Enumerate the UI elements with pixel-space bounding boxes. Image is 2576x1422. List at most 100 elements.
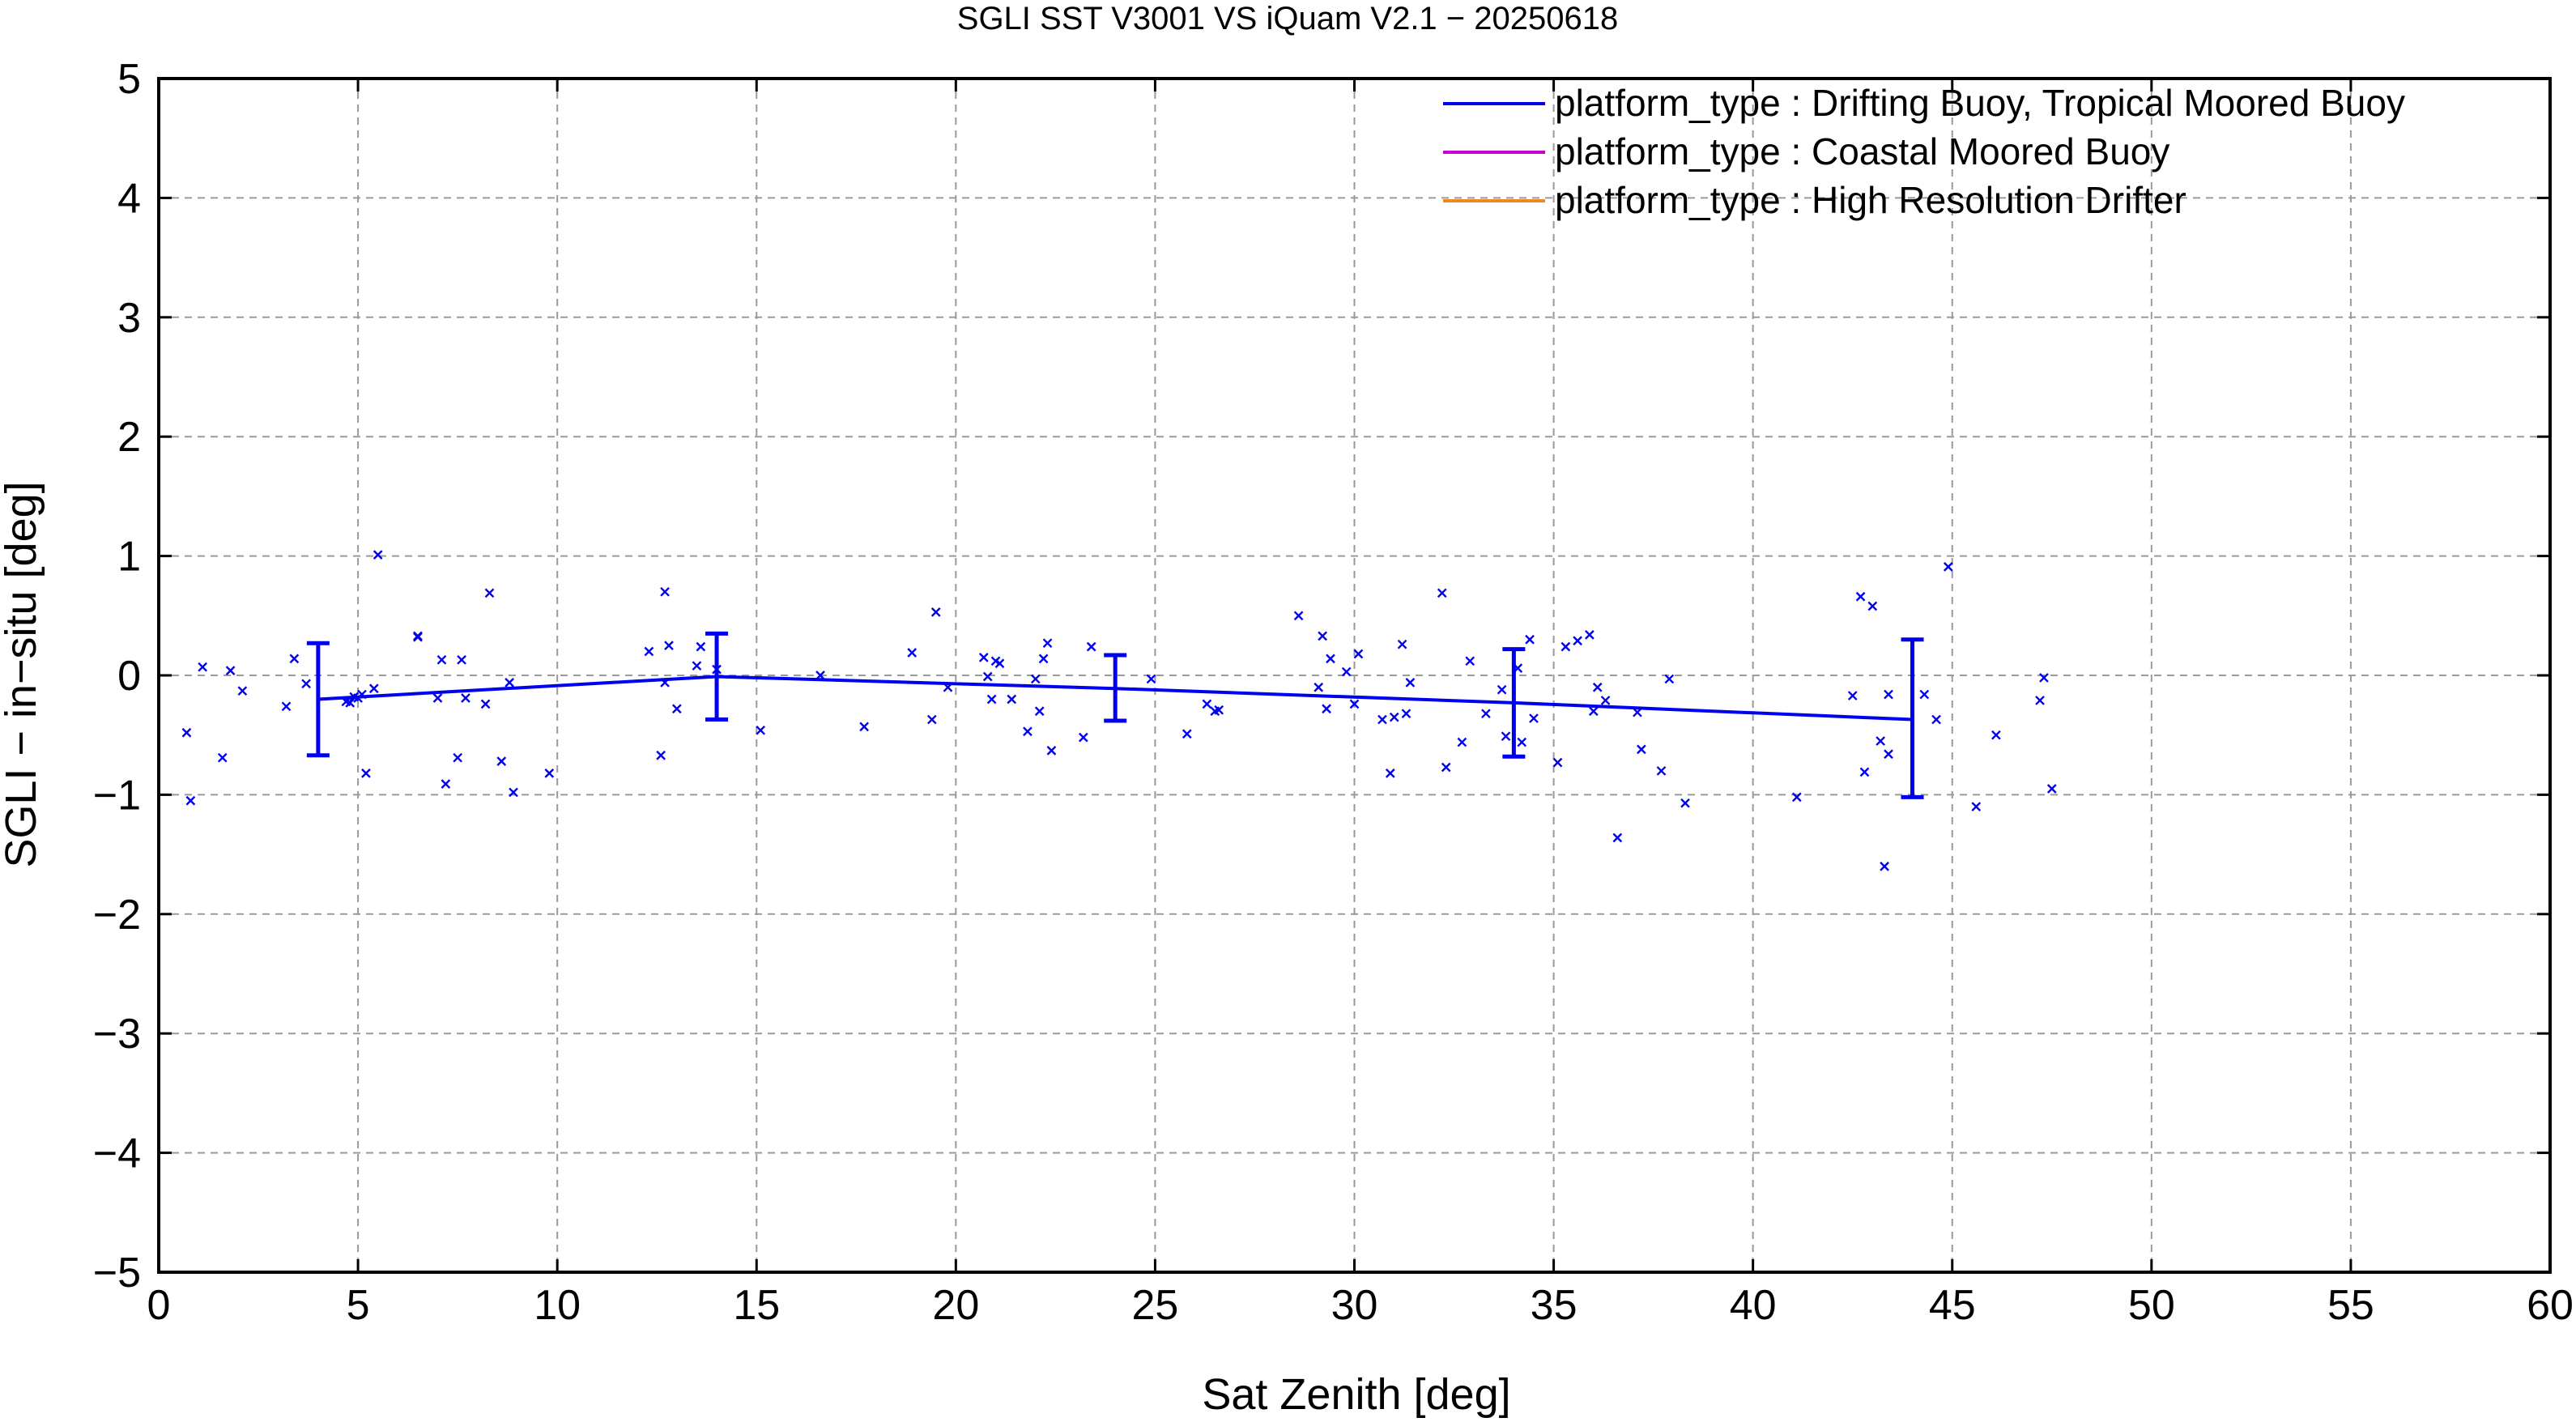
data-point — [361, 768, 371, 778]
data-point — [926, 714, 937, 725]
data-point — [1656, 766, 1667, 776]
legend: platform_type : Drifting Buoy, Tropical … — [1443, 82, 2405, 221]
data-point — [1034, 706, 1045, 717]
y-tick-label: −3 — [93, 1011, 141, 1058]
data-point — [1457, 737, 1467, 747]
grid — [159, 79, 2550, 1272]
data-point — [982, 671, 993, 682]
data-point — [1377, 714, 1387, 725]
x-tick-label: 10 — [534, 1282, 581, 1329]
data-point — [1931, 714, 1941, 725]
x-tick-label: 45 — [1929, 1282, 1976, 1329]
data-point — [1552, 757, 1563, 768]
data-point — [1585, 630, 1595, 640]
y-tick-label: 5 — [117, 56, 141, 103]
data-point — [345, 698, 356, 708]
data-point — [2039, 673, 2049, 683]
data-point — [692, 661, 702, 671]
data-point — [660, 586, 670, 597]
data-point — [281, 701, 292, 712]
y-tick-label: −1 — [93, 772, 141, 819]
x-tick-label: 55 — [2327, 1282, 2374, 1329]
data-point — [1880, 861, 1889, 871]
data-point — [644, 646, 654, 657]
y-axis-label: SGLI − in−situ [deg] — [0, 481, 45, 867]
data-point — [1078, 732, 1088, 743]
data-point — [441, 779, 451, 789]
data-point — [301, 679, 311, 689]
data-point — [373, 550, 383, 560]
data-point — [2035, 696, 2045, 705]
x-tick-label: 5 — [347, 1282, 370, 1329]
data-point — [1314, 682, 1324, 692]
data-point — [1030, 674, 1041, 684]
data-point — [1214, 705, 1224, 715]
data-point — [509, 787, 518, 798]
data-point — [1465, 656, 1475, 666]
plot-frame — [157, 77, 2552, 1274]
data-point — [978, 653, 989, 662]
data-point — [1293, 611, 1304, 621]
data-point — [1146, 674, 1156, 684]
data-point — [461, 693, 470, 703]
y-tick-label: 4 — [117, 175, 141, 222]
legend-item: platform_type : High Resolution Drifter — [1443, 179, 2186, 221]
data-point — [198, 662, 207, 672]
data-point — [480, 699, 491, 709]
x-axis-label: Sat Zenith [deg] — [1202, 1370, 1510, 1419]
data-point — [1497, 684, 1507, 695]
y-tick-label: 0 — [117, 653, 141, 700]
data-point — [484, 588, 495, 598]
data-point — [432, 693, 443, 703]
legend-label: platform_type : Drifting Buoy, Tropical … — [1555, 82, 2405, 124]
data-point — [1791, 792, 1802, 803]
data-point — [1086, 641, 1096, 652]
y-tick-label: 1 — [117, 534, 141, 581]
data-point — [1517, 737, 1527, 747]
legend-item: platform_type : Coastal Moored Buoy — [1443, 130, 2169, 172]
data-point — [1525, 634, 1535, 645]
data-point — [237, 686, 248, 696]
data-point — [1318, 631, 1327, 641]
data-point — [1884, 749, 1893, 760]
data-point — [1401, 709, 1411, 719]
data-point — [457, 654, 466, 665]
data-point — [1326, 654, 1335, 664]
data-point — [664, 641, 674, 650]
y-tick-label: −2 — [93, 892, 141, 939]
data-point — [1588, 706, 1599, 717]
data-point — [1038, 654, 1049, 664]
data-point — [1385, 768, 1395, 778]
x-tick-label: 50 — [2128, 1282, 2175, 1329]
data-point — [696, 641, 706, 652]
data-point — [1042, 638, 1053, 649]
data-point — [289, 654, 300, 664]
data-point — [756, 725, 766, 735]
data-point — [1349, 699, 1360, 709]
y-tick-label: −4 — [93, 1130, 141, 1177]
data-point — [1322, 704, 1331, 714]
data-point — [1405, 677, 1416, 688]
data-point — [1202, 699, 1212, 709]
x-tick-label: 35 — [1531, 1282, 1578, 1329]
data-point — [505, 677, 514, 688]
data-point — [185, 795, 196, 806]
data-point — [907, 648, 918, 658]
data-point — [1991, 730, 2001, 740]
legend-label: platform_type : Coastal Moored Buoy — [1555, 130, 2169, 172]
data-point — [368, 683, 379, 694]
data-point — [1561, 641, 1571, 652]
x-tick-label: 30 — [1331, 1282, 1378, 1329]
data-point — [413, 631, 423, 641]
data-point — [1481, 709, 1491, 719]
data-point — [225, 666, 236, 675]
chart-title: SGLI SST V3001 VS iQuam V2.1 − 20250618 — [957, 1, 1618, 36]
data-point — [181, 727, 192, 738]
data-point — [496, 756, 507, 766]
data-point — [656, 750, 666, 760]
y-tick-label: 3 — [117, 295, 141, 342]
data-point — [1919, 689, 1930, 700]
y-tick-labels: −5 −4 −3 −2 −1 0 1 2 3 4 5 — [93, 56, 141, 1296]
